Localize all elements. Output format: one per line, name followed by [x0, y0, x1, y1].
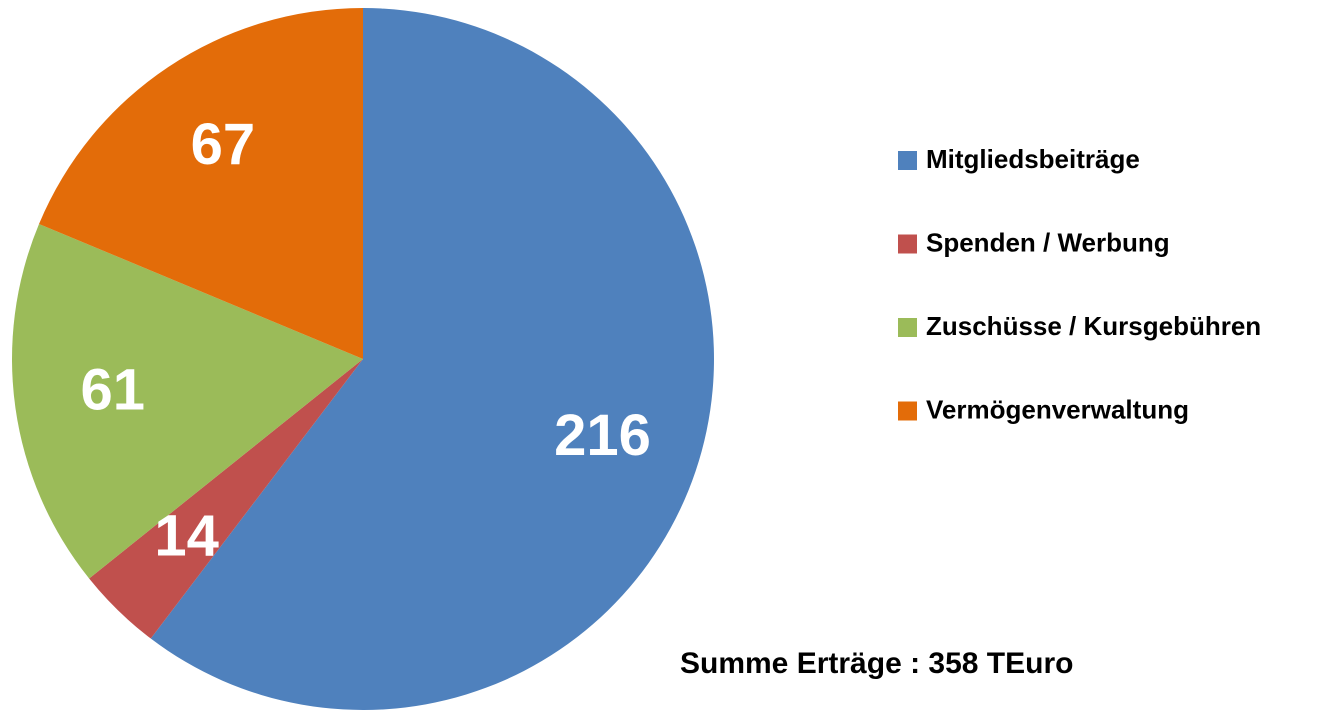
data-label: 67: [191, 112, 256, 177]
legend-swatch: [898, 401, 917, 421]
annotation: Summe Erträge : 358 TEuro: [680, 647, 1073, 680]
pie-slice: [39, 8, 364, 359]
legend-label: Zuschüsse / Kursgebühren: [926, 311, 1261, 341]
legend-swatch: [898, 234, 917, 254]
legend-swatch: [898, 151, 917, 170]
pie-slice: [150, 8, 714, 710]
pie-slice: [89, 359, 363, 639]
legend-label: Spenden / Werbung: [926, 227, 1170, 257]
data-label: 216: [554, 403, 651, 468]
pie-slice: [11, 223, 364, 579]
legend-swatch: [898, 318, 917, 337]
legend-label: Mitgliedsbeiträge: [926, 144, 1140, 174]
data-label: 14: [154, 503, 219, 568]
data-label: 61: [81, 358, 146, 423]
legend-label: Vermögenverwaltung: [926, 394, 1189, 424]
